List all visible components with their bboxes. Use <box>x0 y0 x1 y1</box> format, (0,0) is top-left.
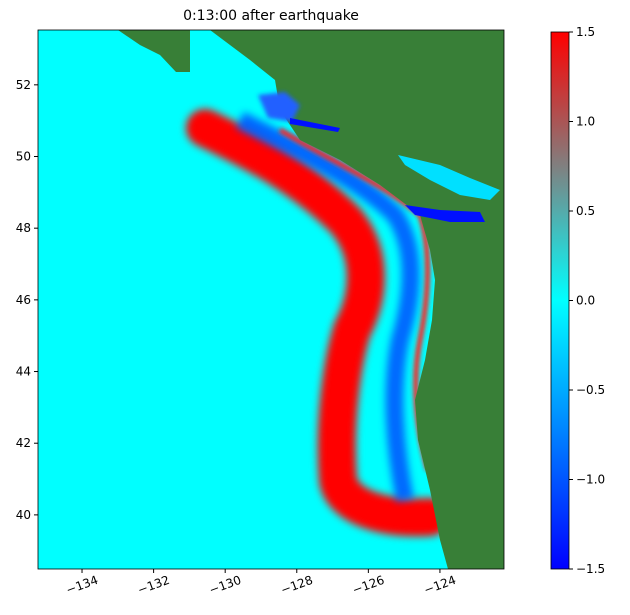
colorbar-tick-label: 0.0 <box>576 294 595 308</box>
y-tick-label: 42 <box>16 436 31 450</box>
wave-crest <box>186 109 449 537</box>
y-tick-label: 48 <box>16 221 31 235</box>
wave-trough <box>235 111 420 502</box>
chart-title: 0:13:00 after earthquake <box>183 8 359 24</box>
land <box>118 30 190 72</box>
x-tick-label: −132 <box>136 573 172 597</box>
channel <box>290 118 340 132</box>
colorbar-tick-label: −1.0 <box>576 473 605 487</box>
colorbar-tick-label: 1.0 <box>576 115 595 129</box>
colorbar-tick-label: 1.5 <box>576 25 595 39</box>
y-tick-label: 52 <box>16 78 31 92</box>
x-tick-label: −128 <box>279 573 315 597</box>
sound <box>258 92 300 122</box>
y-tick-label: 46 <box>16 293 31 307</box>
x-tick-label: −126 <box>350 573 386 597</box>
x-tick-label: −134 <box>64 573 100 597</box>
x-tick-label: −124 <box>422 573 458 597</box>
y-tick-label: 44 <box>16 365 31 379</box>
y-tick-label: 40 <box>16 508 31 522</box>
inlet <box>398 155 500 200</box>
colorbar-tick-label: −1.5 <box>576 562 605 576</box>
colorbar-tick-label: 0.5 <box>576 204 595 218</box>
colorbar-tick-label: −0.5 <box>576 383 605 397</box>
y-tick-label: 50 <box>16 150 31 164</box>
strait <box>405 205 485 222</box>
colorbar <box>550 31 570 570</box>
map <box>38 30 504 569</box>
x-tick-label: −130 <box>207 573 243 597</box>
